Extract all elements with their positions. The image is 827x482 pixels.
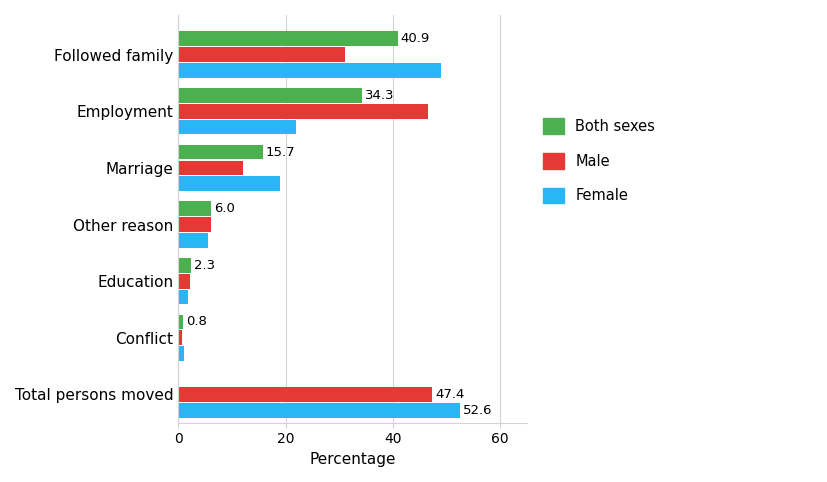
Bar (179, 145, 262, 160)
Text: 6.0: 6.0 (213, 202, 234, 215)
Legend: Both sexes, Male, Female: Both sexes, Male, Female (537, 112, 660, 209)
Bar (179, 315, 183, 329)
Bar (179, 217, 210, 232)
Bar (179, 63, 441, 78)
Bar (179, 331, 182, 345)
Text: 40.9: 40.9 (400, 32, 429, 45)
Bar (179, 104, 427, 119)
Text: 15.7: 15.7 (265, 146, 295, 159)
Text: 34.3: 34.3 (365, 89, 394, 102)
Bar (179, 290, 188, 304)
Bar (179, 88, 361, 103)
Text: 47.4: 47.4 (435, 388, 465, 401)
Bar (179, 47, 344, 62)
Bar (179, 346, 184, 361)
Bar (179, 258, 190, 273)
Text: 52.6: 52.6 (463, 404, 492, 417)
Bar (179, 120, 296, 134)
Bar (179, 31, 397, 46)
Bar (179, 387, 432, 402)
X-axis label: Percentage: Percentage (309, 452, 395, 467)
Bar (179, 274, 190, 289)
Bar (179, 201, 210, 216)
Bar (179, 161, 242, 175)
Bar (179, 176, 280, 191)
Text: 0.8: 0.8 (186, 315, 207, 328)
Text: 2.3: 2.3 (194, 259, 215, 272)
Bar (179, 233, 208, 248)
Bar (179, 403, 460, 417)
